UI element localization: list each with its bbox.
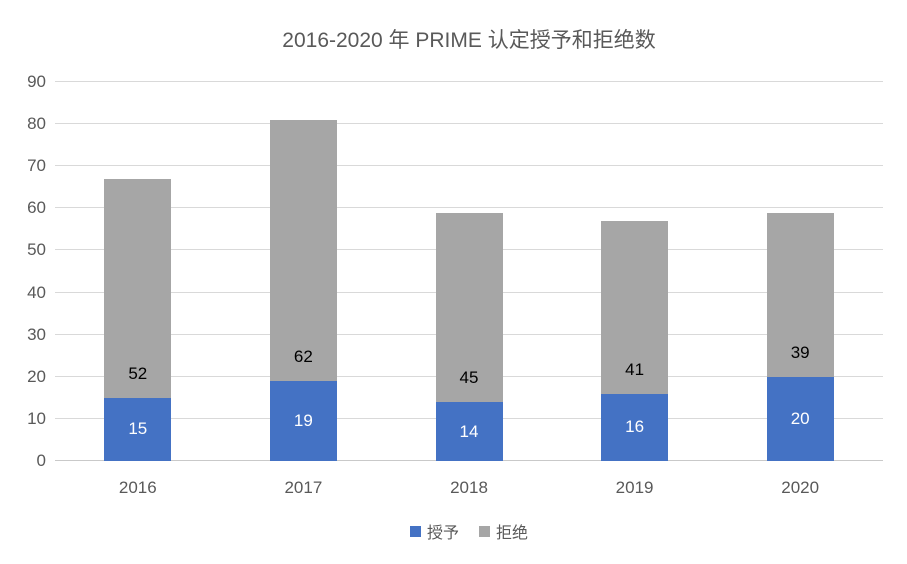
legend-item-授予: 授予	[409, 519, 459, 543]
bar-segment-2020-授予: 20	[766, 376, 834, 461]
data-label-2020-授予: 20	[790, 408, 810, 428]
bar-stack-2019: 16 41	[601, 220, 669, 461]
gridline-80	[55, 123, 883, 125]
bar-segment-2020-拒绝: 39	[766, 212, 834, 377]
legend-swatch-icon	[479, 525, 490, 537]
x-axis-category-label: 2016	[118, 478, 157, 497]
y-axis-tick-label: 80	[27, 114, 46, 134]
bar-stack-2016: 15 52	[104, 178, 172, 461]
bar-segment-2016-授予: 15	[104, 397, 172, 461]
plot-area: 15 52 19 62 14 45 16 41 20 39	[55, 81, 883, 461]
y-axis-tick-label: 70	[27, 156, 46, 176]
bar-stack-2020: 20 39	[766, 212, 834, 461]
x-axis-category-label: 2019	[615, 478, 654, 497]
bar-segment-2019-拒绝: 41	[601, 220, 669, 394]
gridline-70	[55, 165, 883, 167]
bar-stack-2018: 14 45	[435, 212, 503, 461]
x-axis-category-label: 2020	[781, 478, 820, 497]
data-label-2016-授予: 15	[128, 419, 148, 439]
bar-segment-2017-授予: 19	[269, 381, 337, 461]
legend-item-拒绝: 拒绝	[479, 519, 528, 543]
x-axis-category-label: 2018	[450, 478, 488, 497]
bar-stack-2017: 19 62	[269, 119, 337, 461]
legend-label: 授予	[426, 525, 459, 542]
y-axis-tick-label: 50	[27, 240, 46, 260]
chart-title: 2016-2020 年 PRIME 认定授予和拒绝数	[282, 29, 656, 52]
y-axis-tick-label: 60	[27, 198, 46, 218]
data-label-2019-授予: 16	[625, 417, 645, 437]
y-axis-tick-label: 40	[27, 282, 46, 302]
y-axis-tick-label: 0	[36, 451, 46, 470]
y-axis-tick-label: 10	[27, 408, 46, 428]
gridline-60	[55, 207, 883, 209]
bar-segment-2016-拒绝: 52	[104, 178, 172, 398]
y-axis-tick-label: 90	[27, 72, 46, 91]
data-label-2016-拒绝: 52	[128, 363, 148, 383]
bar-segment-2018-授予: 14	[435, 402, 503, 461]
gridline-90	[55, 81, 883, 82]
y-axis-tick-label: 30	[27, 324, 46, 344]
legend-swatch-icon	[409, 525, 421, 537]
x-axis-category-label: 2017	[284, 478, 323, 497]
y-axis-tick-label: 20	[27, 366, 46, 386]
bar-segment-2017-拒绝: 62	[269, 119, 337, 381]
bar-segment-2019-授予: 16	[601, 393, 669, 461]
data-label-2017-授予: 19	[293, 411, 313, 430]
data-label-2019-拒绝: 41	[625, 359, 645, 379]
data-label-2020-拒绝: 39	[790, 342, 810, 362]
data-label-2017-拒绝: 62	[293, 347, 313, 366]
legend: 授予 拒绝	[55, 519, 883, 543]
data-label-2018-授予: 14	[459, 421, 479, 441]
legend-label: 拒绝	[496, 525, 529, 542]
bar-segment-2018-拒绝: 45	[435, 212, 503, 403]
data-label-2018-拒绝: 45	[459, 368, 479, 388]
